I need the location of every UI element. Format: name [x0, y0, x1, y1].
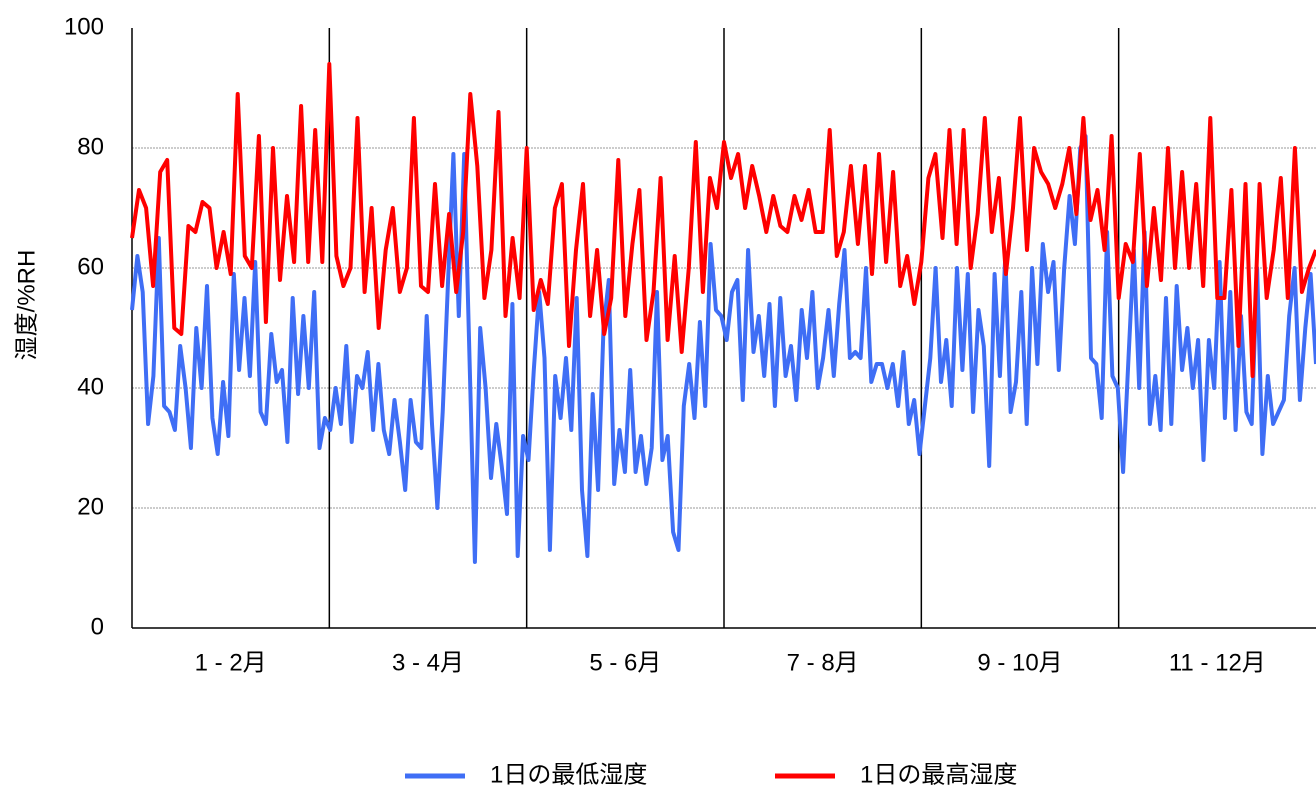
y-tick-label: 60	[77, 253, 104, 280]
y-tick-label: 80	[77, 133, 104, 160]
x-tick-label: 3 - 4月	[392, 649, 464, 676]
y-tick-label: 100	[64, 13, 104, 40]
x-tick-label: 5 - 6月	[589, 649, 661, 676]
legend-label: 1日の最高湿度	[860, 761, 1017, 788]
y-tick-label: 40	[77, 373, 104, 400]
series-line	[130, 134, 1316, 564]
x-tick-label: 1 - 2月	[195, 649, 267, 676]
series-line	[130, 62, 1316, 378]
x-tick-label: 9 - 10月	[977, 649, 1062, 676]
legend-label: 1日の最低湿度	[490, 761, 647, 788]
x-tick-label: 11 - 12月	[1169, 649, 1266, 676]
y-tick-label: 0	[91, 613, 104, 640]
y-axis-label: 湿度/%RH	[13, 250, 40, 361]
y-tick-label: 20	[77, 493, 104, 520]
x-tick-label: 7 - 8月	[787, 649, 859, 676]
